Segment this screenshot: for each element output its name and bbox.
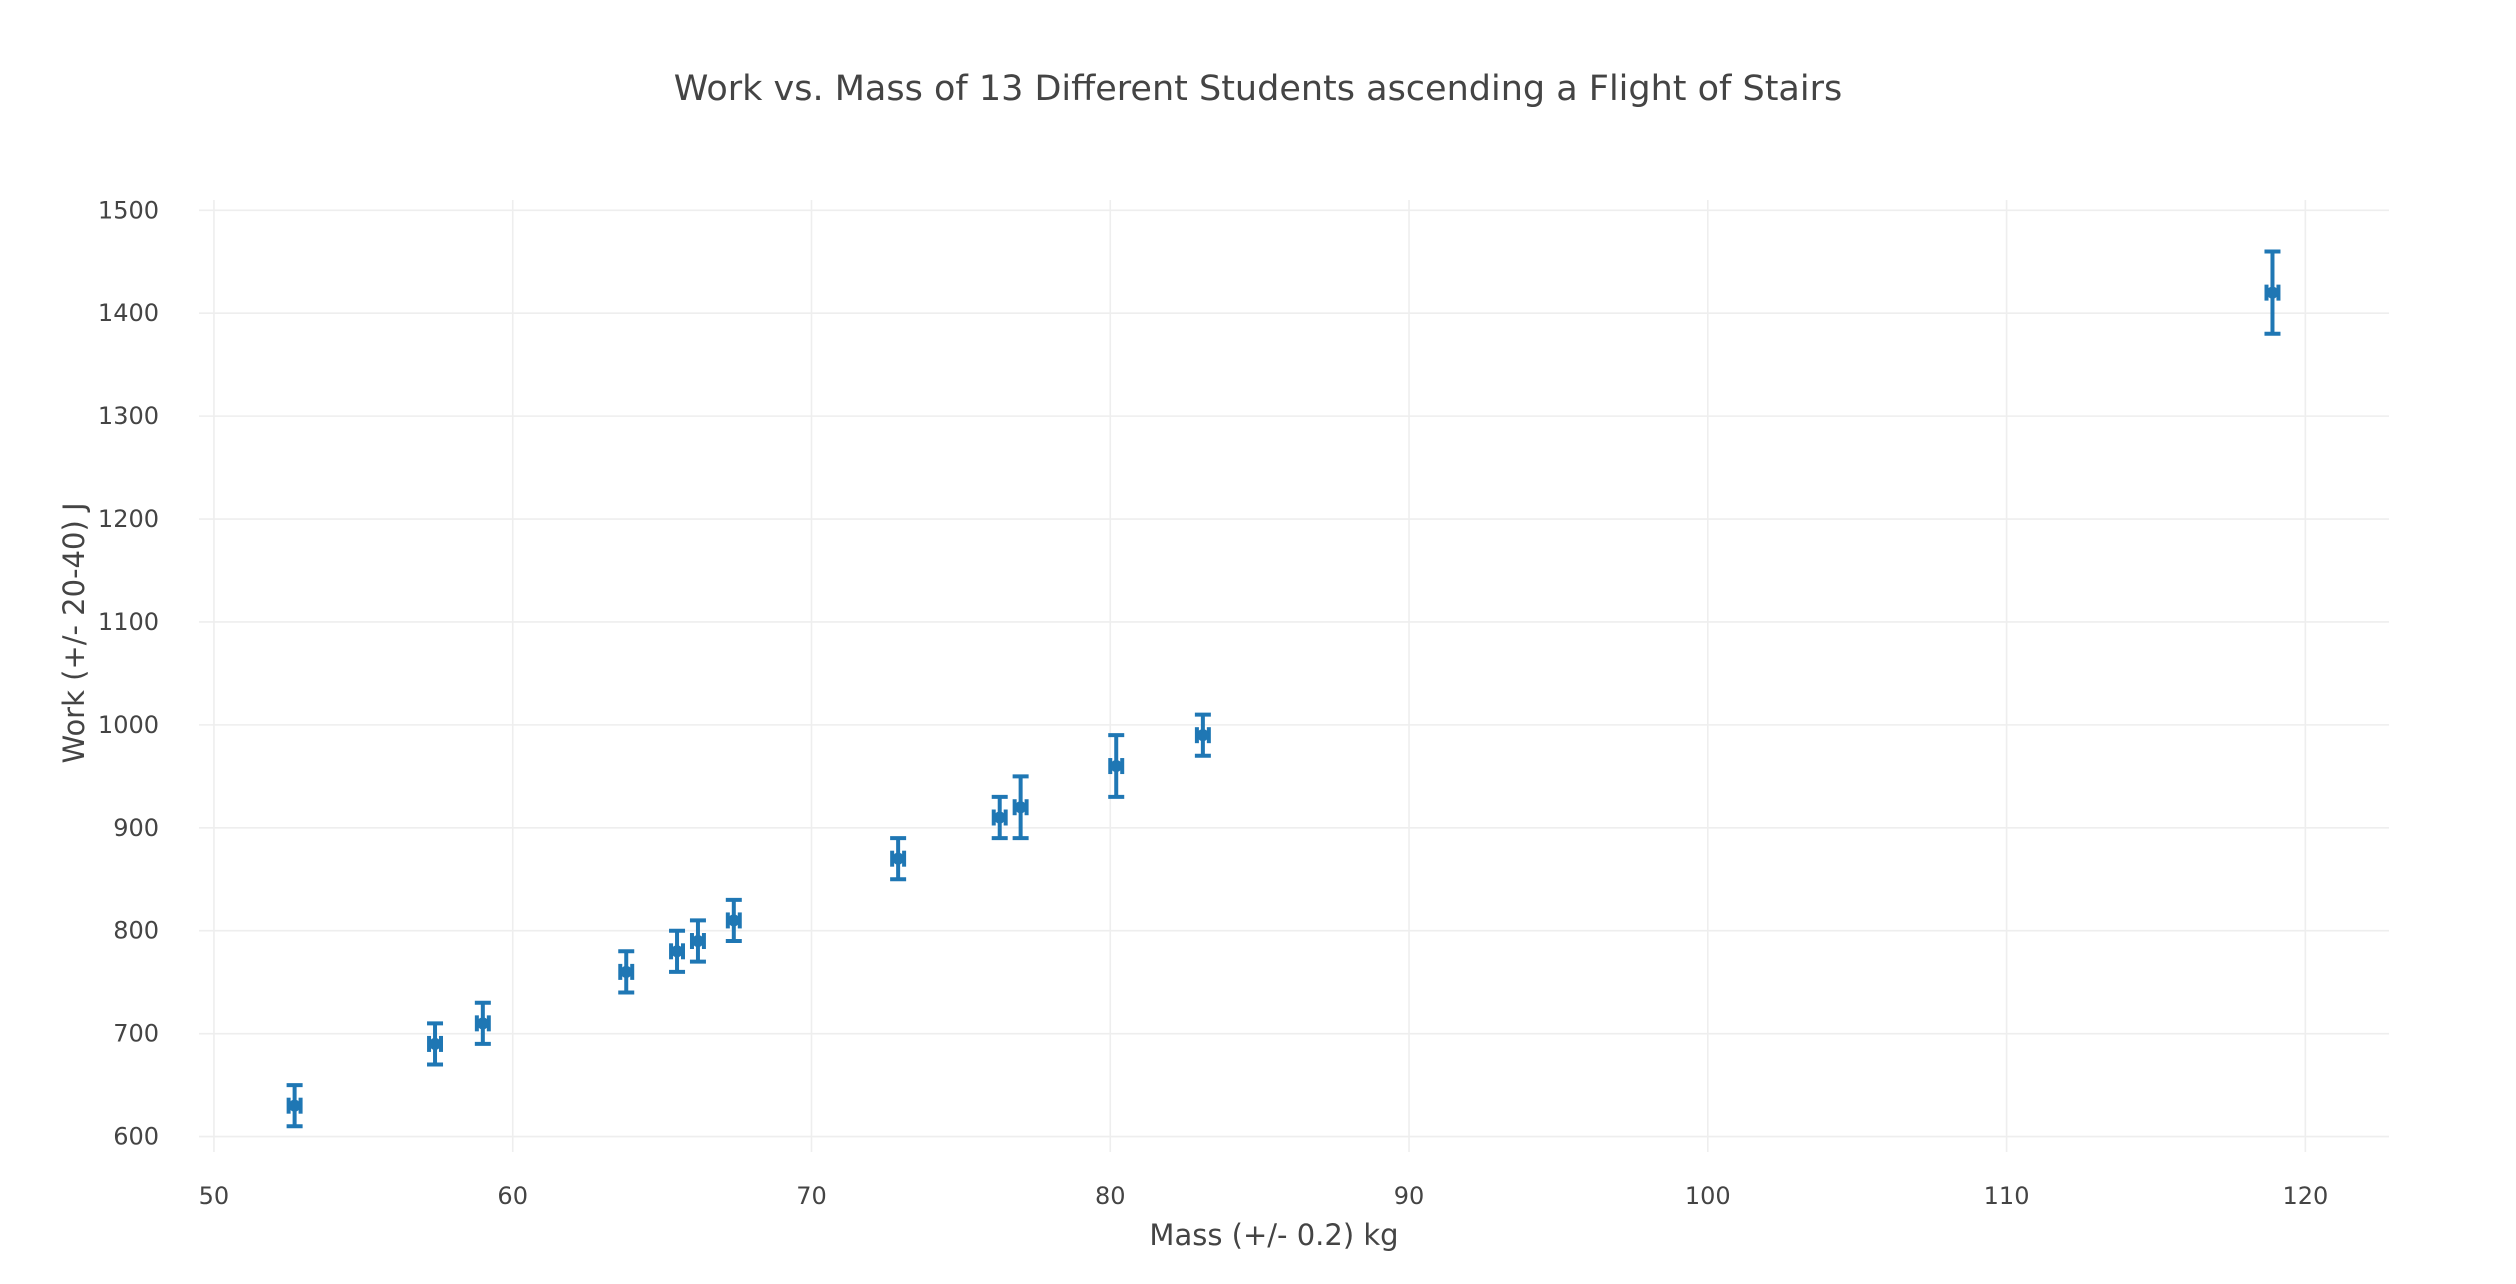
x-tick-label: 50 [199, 1182, 230, 1210]
y-tick-label: 1000 [98, 711, 159, 739]
data-marker [288, 1099, 301, 1112]
y-tick-label: 800 [113, 917, 159, 945]
data-marker [2266, 286, 2279, 299]
data-point [618, 949, 635, 995]
y-tick-label: 900 [113, 814, 159, 842]
data-point [474, 1000, 491, 1046]
data-point [669, 928, 686, 974]
data-marker [671, 945, 684, 958]
data-marker [727, 914, 740, 927]
data-point [2264, 249, 2281, 336]
y-tick-label: 1500 [98, 196, 159, 224]
x-tick-label: 90 [1394, 1182, 1425, 1210]
x-tick-label: 60 [497, 1182, 528, 1210]
data-point [890, 836, 907, 882]
x-axis-title: Mass (+/- 0.2) kg [1149, 1218, 1398, 1252]
data-point [1194, 712, 1211, 758]
x-tick-label: 120 [2282, 1182, 2328, 1210]
data-point [1108, 733, 1125, 799]
data-point [689, 918, 706, 964]
data-marker [892, 852, 905, 865]
data-point [286, 1083, 303, 1129]
x-tick-label: 110 [1984, 1182, 2030, 1210]
data-marker [993, 811, 1006, 824]
grid [199, 200, 2389, 1152]
data-marker [620, 965, 633, 978]
data-marker [1196, 729, 1209, 742]
chart-title: Work vs. Mass of 13 Different Students a… [674, 69, 1842, 109]
data-point [725, 897, 742, 944]
data-point [427, 1021, 444, 1067]
tick-labels: 50 60 70 80 90 100 110 120 600 700 800 900 1000 1100 1… [98, 196, 2328, 1210]
y-tick-label: 1200 [98, 505, 159, 533]
data-points [286, 249, 2281, 1129]
y-tick-label: 700 [113, 1020, 159, 1048]
data-marker [1110, 760, 1123, 773]
data-point [991, 794, 1008, 841]
data-point [1012, 774, 1029, 841]
data-marker [691, 935, 704, 948]
data-marker [429, 1037, 442, 1050]
y-tick-label: 1400 [98, 299, 159, 327]
x-tick-label: 80 [1095, 1182, 1126, 1210]
data-marker [1014, 801, 1027, 814]
y-axis-title: Work (+/- 20-40) J [57, 502, 91, 763]
x-tick-label: 100 [1685, 1182, 1731, 1210]
data-marker [476, 1017, 489, 1030]
y-tick-label: 600 [113, 1123, 159, 1151]
y-tick-label: 1100 [98, 608, 159, 636]
x-tick-label: 70 [796, 1182, 827, 1210]
y-tick-label: 1300 [98, 402, 159, 430]
